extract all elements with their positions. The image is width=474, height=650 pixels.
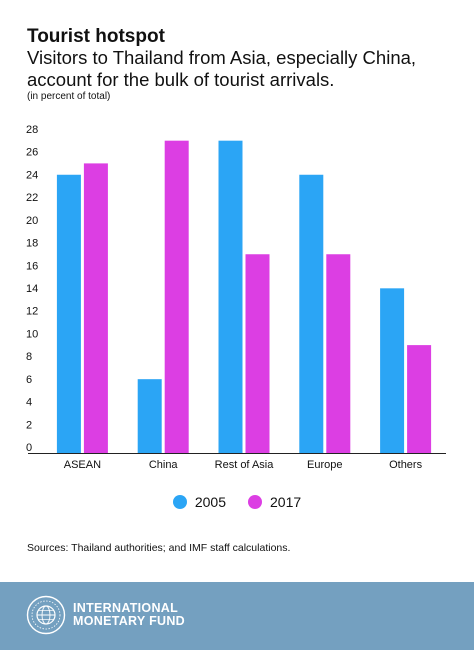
y-tick-label: 0 bbox=[26, 442, 32, 454]
y-tick-label: 18 bbox=[26, 238, 38, 250]
legend: 2005 2017 bbox=[0, 494, 474, 510]
unit-note: (in percent of total) bbox=[27, 91, 111, 102]
y-tick-label: 22 bbox=[26, 192, 38, 204]
x-tick-label: ASEAN bbox=[64, 459, 101, 471]
bar-2005 bbox=[299, 174, 324, 453]
x-tick-label: Europe bbox=[307, 459, 342, 471]
imf-wordmark-line1: INTERNATIONAL bbox=[73, 601, 179, 615]
x-tick-label: China bbox=[149, 459, 179, 471]
y-tick-label: 24 bbox=[26, 169, 38, 181]
bar-2005 bbox=[218, 140, 243, 453]
legend-label-2017: 2017 bbox=[270, 494, 302, 510]
x-tick-label: Rest of Asia bbox=[215, 459, 275, 471]
y-tick-label: 16 bbox=[26, 260, 38, 272]
y-tick-label: 4 bbox=[26, 397, 32, 409]
legend-label-2005: 2005 bbox=[194, 494, 226, 510]
bar-2017 bbox=[164, 140, 189, 453]
legend-item-2005: 2005 bbox=[172, 494, 226, 510]
imf-footer: INTERNATIONAL MONETARY FUND bbox=[0, 582, 474, 650]
bar-2017 bbox=[326, 254, 351, 453]
bar-2017 bbox=[245, 254, 270, 453]
y-tick-label: 10 bbox=[26, 328, 38, 340]
bar-2017 bbox=[407, 345, 432, 453]
bar-2005 bbox=[56, 174, 81, 453]
bar-2005 bbox=[137, 379, 162, 453]
bar-2005 bbox=[380, 288, 405, 453]
y-tick-label: 6 bbox=[26, 374, 32, 386]
legend-swatch-2005 bbox=[172, 495, 187, 509]
imf-wordmark: INTERNATIONAL MONETARY FUND bbox=[73, 602, 185, 628]
y-tick-label: 20 bbox=[26, 215, 38, 227]
y-tick-label: 28 bbox=[26, 124, 38, 136]
y-tick-label: 14 bbox=[26, 283, 38, 295]
bar-2017 bbox=[83, 163, 108, 453]
y-tick-label: 8 bbox=[26, 351, 32, 363]
y-tick-label: 26 bbox=[26, 147, 38, 159]
x-tick-label: Others bbox=[389, 459, 423, 471]
imf-wordmark-line2: MONETARY FUND bbox=[73, 614, 185, 628]
chart-title: Tourist hotspot bbox=[27, 26, 165, 47]
y-tick-label: 2 bbox=[26, 419, 32, 431]
imf-seal-icon bbox=[26, 595, 66, 635]
source-note: Sources: Thailand authorities; and IMF s… bbox=[27, 542, 291, 554]
chart-subtitle: Visitors to Thailand from Asia, especial… bbox=[27, 47, 417, 90]
legend-item-2017: 2017 bbox=[248, 494, 301, 510]
legend-swatch-2017 bbox=[248, 495, 262, 509]
y-tick-label: 12 bbox=[26, 306, 38, 318]
